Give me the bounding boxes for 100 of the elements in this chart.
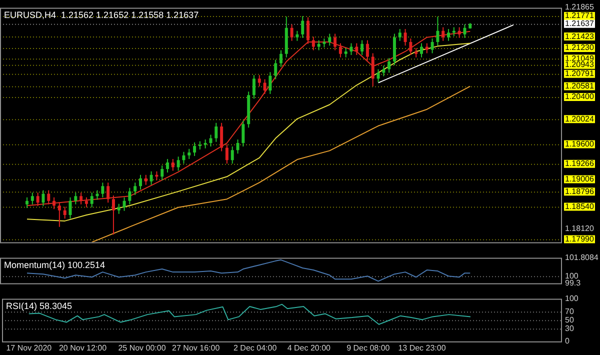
ref-line-label: 1.21230 bbox=[565, 43, 594, 52]
candlestick bbox=[296, 30, 299, 42]
ref-line-label: 1.20581 bbox=[565, 81, 594, 90]
y-tick-label: 70 bbox=[565, 306, 574, 316]
candlestick bbox=[280, 50, 282, 68]
ref-line-label: 1.19006 bbox=[565, 174, 594, 184]
x-tick-label: 4 Dec 20:00 bbox=[287, 343, 332, 352]
candlestick bbox=[42, 190, 45, 207]
ref-line-label: 1.21637 bbox=[565, 19, 594, 28]
candlestick bbox=[263, 78, 266, 95]
candlestick bbox=[36, 192, 40, 207]
ref-line-label: 1.18796 bbox=[565, 186, 594, 196]
candlestick bbox=[47, 190, 50, 205]
candlestick bbox=[134, 182, 137, 196]
candlestick bbox=[209, 134, 212, 148]
candlestick bbox=[344, 47, 348, 58]
ref-line-label: 1.19266 bbox=[565, 159, 594, 168]
y-tick-label: 99.3 bbox=[565, 278, 582, 288]
candlestick bbox=[182, 151, 186, 164]
candlestick bbox=[150, 170, 153, 186]
ref-line-label: 1.19600 bbox=[565, 139, 594, 148]
ref-line-label: 1.18540 bbox=[565, 202, 594, 211]
candlestick bbox=[317, 40, 320, 51]
candlestick bbox=[334, 33, 337, 51]
ref-line-label: 1.20791 bbox=[565, 69, 594, 78]
candlestick bbox=[301, 16, 304, 38]
candlestick bbox=[230, 146, 234, 164]
candlestick bbox=[139, 174, 142, 190]
candlestick bbox=[463, 24, 466, 38]
candlestick bbox=[84, 196, 88, 208]
ref-line-label: 1.20943 bbox=[565, 60, 594, 70]
y-tick-label: 1.21865 bbox=[565, 2, 594, 12]
ref-line-label: 1.21771 bbox=[565, 11, 594, 20]
candlestick bbox=[144, 174, 148, 186]
candlestick bbox=[52, 196, 56, 210]
candlestick bbox=[350, 42, 353, 56]
candlestick bbox=[26, 196, 29, 208]
ref-line-label: 1.20024 bbox=[565, 114, 594, 124]
y-tick-label: 100 bbox=[565, 271, 579, 280]
candlestick bbox=[436, 16, 440, 46]
y-tick-label: 101.8084 bbox=[565, 253, 599, 262]
candlestick bbox=[312, 36, 315, 51]
candlestick bbox=[128, 187, 132, 205]
candlestick bbox=[366, 40, 369, 61]
candlestick bbox=[112, 195, 115, 236]
x-tick-label: 13 Dec 23:00 bbox=[398, 343, 446, 352]
candlestick bbox=[68, 196, 72, 220]
candlestick bbox=[193, 142, 196, 156]
candlestick bbox=[430, 38, 434, 54]
candlestick bbox=[290, 24, 294, 42]
candlestick bbox=[306, 16, 310, 44]
chart-title: EURUSD,H4 1.21562 1.21652 1.21558 1.21637 bbox=[4, 10, 199, 20]
candlestick bbox=[214, 122, 218, 142]
y-tick-label: 30 bbox=[565, 324, 574, 333]
candlestick bbox=[188, 148, 191, 160]
candlestick bbox=[268, 72, 272, 95]
ref-line-label: 1.21423 bbox=[565, 32, 594, 41]
candlestick bbox=[447, 28, 450, 42]
candlestick bbox=[106, 182, 110, 204]
candlestick bbox=[328, 33, 332, 46]
candlestick bbox=[420, 42, 423, 58]
candlestick bbox=[274, 59, 278, 80]
candlestick bbox=[355, 42, 358, 56]
candlestick bbox=[258, 74, 261, 87]
x-tick-label: 2 Dec 04:00 bbox=[234, 343, 278, 352]
candlestick bbox=[252, 74, 256, 100]
candlestick bbox=[458, 26, 461, 38]
candlestick bbox=[388, 57, 391, 74]
candlestick bbox=[101, 182, 104, 198]
y-tick-label: 50 bbox=[565, 315, 574, 324]
candlestick bbox=[30, 192, 34, 205]
candlestick bbox=[442, 26, 445, 42]
y-tick-label: 1.18120 bbox=[565, 224, 594, 233]
candlestick bbox=[242, 120, 245, 148]
ref-line-label: 1.20400 bbox=[565, 92, 594, 102]
candlestick bbox=[409, 38, 412, 56]
candlestick bbox=[338, 42, 342, 58]
y-tick-label: 100 bbox=[565, 294, 579, 304]
candlestick bbox=[58, 202, 61, 228]
candlestick bbox=[166, 158, 170, 174]
candlestick bbox=[63, 206, 66, 220]
candlestick bbox=[220, 122, 224, 152]
chart-title: Momentum(14) 100.2514 bbox=[4, 260, 106, 270]
candlestick bbox=[117, 203, 120, 214]
candlestick bbox=[90, 192, 94, 208]
candlestick bbox=[80, 192, 83, 205]
x-tick-label: 27 Nov 16:00 bbox=[172, 343, 220, 352]
candlestick bbox=[236, 138, 240, 154]
candlestick bbox=[176, 156, 180, 172]
x-tick-label: 25 Nov 00:00 bbox=[118, 343, 166, 352]
candlestick bbox=[160, 164, 164, 181]
candlestick bbox=[225, 144, 228, 164]
candlestick bbox=[371, 52, 374, 87]
candlestick bbox=[360, 40, 364, 56]
candlestick bbox=[376, 68, 380, 83]
candlestick bbox=[404, 28, 407, 46]
x-tick-label: 17 Nov 2020 bbox=[6, 343, 52, 352]
x-tick-label: 9 Dec 08:00 bbox=[346, 343, 390, 352]
candlestick bbox=[122, 196, 126, 212]
candlestick bbox=[414, 47, 418, 58]
